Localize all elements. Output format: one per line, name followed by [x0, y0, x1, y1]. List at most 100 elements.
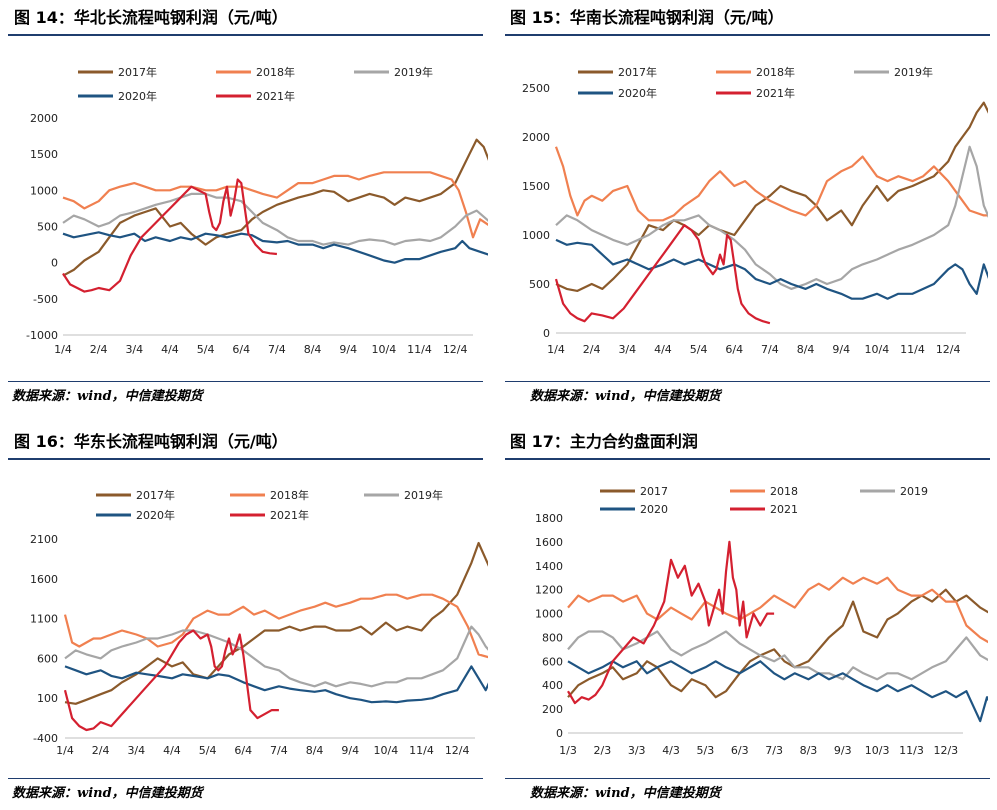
y-tick-label: 600	[37, 652, 58, 665]
title-divider	[505, 34, 990, 36]
data-source: 数据来源：wind，中信建投期货	[530, 389, 721, 404]
series-line-1	[554, 146, 988, 222]
data-source: 数据来源：wind，中信建投期货	[530, 786, 721, 801]
y-tick-label: 400	[542, 679, 563, 692]
y-tick-label: 600	[542, 655, 563, 668]
x-tick-label: 3/4	[127, 744, 145, 757]
legend-label: 2021年	[256, 89, 295, 103]
x-tick-label: 1/4	[56, 744, 74, 757]
x-tick-label: 6/4	[725, 343, 743, 356]
legend-label: 2020年	[618, 86, 657, 100]
series-line-4	[63, 629, 279, 732]
y-tick-label: 1000	[522, 229, 550, 242]
panel-title: 图 14：华北长流程吨钢利润（元/吨）	[14, 8, 288, 27]
x-tick-label: 7/4	[270, 744, 288, 757]
x-tick-label: 4/4	[654, 343, 672, 356]
source-divider	[8, 381, 483, 382]
chart-south: 2500 2000 1500 1000 500 0 1/4 2/4 3/4 4/4 5/4 6/4 7/…	[522, 65, 988, 356]
x-tick-label: 12/3	[933, 744, 958, 757]
legend-label: 2019年	[394, 65, 433, 79]
x-tick-label: 8/4	[306, 744, 324, 757]
y-tick-label: 1400	[535, 560, 563, 573]
x-tick-label: 9/4	[339, 343, 357, 356]
data-source: 数据来源：wind，中信建投期货	[12, 389, 203, 404]
legend-label: 2017年	[618, 65, 657, 79]
series-line-3	[64, 665, 488, 704]
x-tick-label: 1/4	[547, 343, 565, 356]
x-tick-label: 2/4	[90, 343, 108, 356]
series-line-0	[62, 138, 488, 277]
series-line-4	[554, 224, 771, 325]
legend-label: 2018年	[270, 488, 309, 502]
title-divider	[8, 458, 483, 460]
y-tick-label: 200	[542, 703, 563, 716]
x-tick-label: 6/4	[234, 744, 252, 757]
y-tick-label: 1600	[535, 536, 563, 549]
x-tick-label: 11/4	[409, 744, 434, 757]
y-tick-label: 2000	[30, 112, 58, 125]
legend-label: 2017年	[118, 65, 157, 79]
x-tick-label: 12/4	[936, 343, 961, 356]
legend-label: 2021	[770, 503, 798, 516]
legend-label: 2018	[770, 485, 798, 498]
series-line-3	[567, 660, 988, 723]
y-tick-label: 1000	[30, 184, 58, 197]
source-divider	[505, 381, 990, 382]
y-tick-label: 1500	[30, 148, 58, 161]
source-divider	[8, 778, 483, 779]
legend-label: 2021年	[756, 86, 795, 100]
x-tick-label: 10/4	[372, 343, 397, 356]
x-tick-label: 5/4	[197, 343, 215, 356]
x-tick-label: 11/4	[900, 343, 925, 356]
x-tick-label: 3/4	[125, 343, 143, 356]
title-divider	[505, 458, 990, 460]
series-line-2	[555, 145, 988, 290]
series-line-0	[64, 541, 488, 705]
panel-title: 图 17：主力合约盘面利润	[510, 432, 698, 451]
series-line-0	[567, 588, 988, 699]
x-tick-label: 10/4	[374, 744, 399, 757]
chart-futures: 1800 1600 1400 1200 1000 800 600 400 200 0 1/3 2/3 3…	[535, 485, 988, 757]
data-source: 数据来源：wind，中信建投期货	[12, 786, 203, 801]
x-tick-label: 12/4	[445, 744, 470, 757]
legend-label: 2018年	[756, 65, 795, 79]
x-tick-label: 8/4	[304, 343, 322, 356]
legend-label: 2020年	[118, 89, 157, 103]
y-tick-label: 0	[543, 327, 550, 340]
title-divider	[8, 34, 483, 36]
legend-label: 2019年	[894, 65, 933, 79]
x-tick-label: 9/4	[832, 343, 850, 356]
y-tick-label: 2100	[30, 533, 58, 546]
x-tick-label: 2/4	[92, 744, 110, 757]
y-tick-label: 1100	[30, 613, 58, 626]
x-tick-label: 6/3	[731, 744, 749, 757]
legend-label: 2017	[640, 485, 668, 498]
y-tick-label: 0	[51, 257, 58, 270]
series-line-2	[64, 625, 488, 688]
x-tick-label: 4/3	[662, 744, 680, 757]
x-tick-label: 2/4	[583, 343, 601, 356]
series-line-2	[62, 192, 488, 246]
series-line-1	[62, 171, 488, 239]
x-tick-label: 8/3	[800, 744, 818, 757]
legend-label: 2019年	[404, 488, 443, 502]
x-tick-label: 7/4	[268, 343, 286, 356]
x-tick-label: 12/4	[443, 343, 468, 356]
y-tick-label: 100	[37, 692, 58, 705]
y-tick-label: -400	[33, 732, 58, 745]
legend-label: 2020年	[136, 508, 175, 522]
legend-label: 2020	[640, 503, 668, 516]
x-tick-label: 7/4	[761, 343, 779, 356]
series-line-4	[62, 178, 278, 293]
x-tick-label: 2/3	[593, 744, 611, 757]
x-tick-label: 11/4	[407, 343, 432, 356]
y-tick-label: 1200	[535, 584, 563, 597]
series-line-4	[567, 540, 775, 705]
y-tick-label: -500	[33, 293, 58, 306]
series-line-1	[63, 593, 488, 659]
panel-title: 图 15：华南长流程吨钢利润（元/吨）	[510, 8, 784, 27]
x-tick-label: 1/3	[559, 744, 577, 757]
x-tick-label: 5/4	[199, 744, 217, 757]
